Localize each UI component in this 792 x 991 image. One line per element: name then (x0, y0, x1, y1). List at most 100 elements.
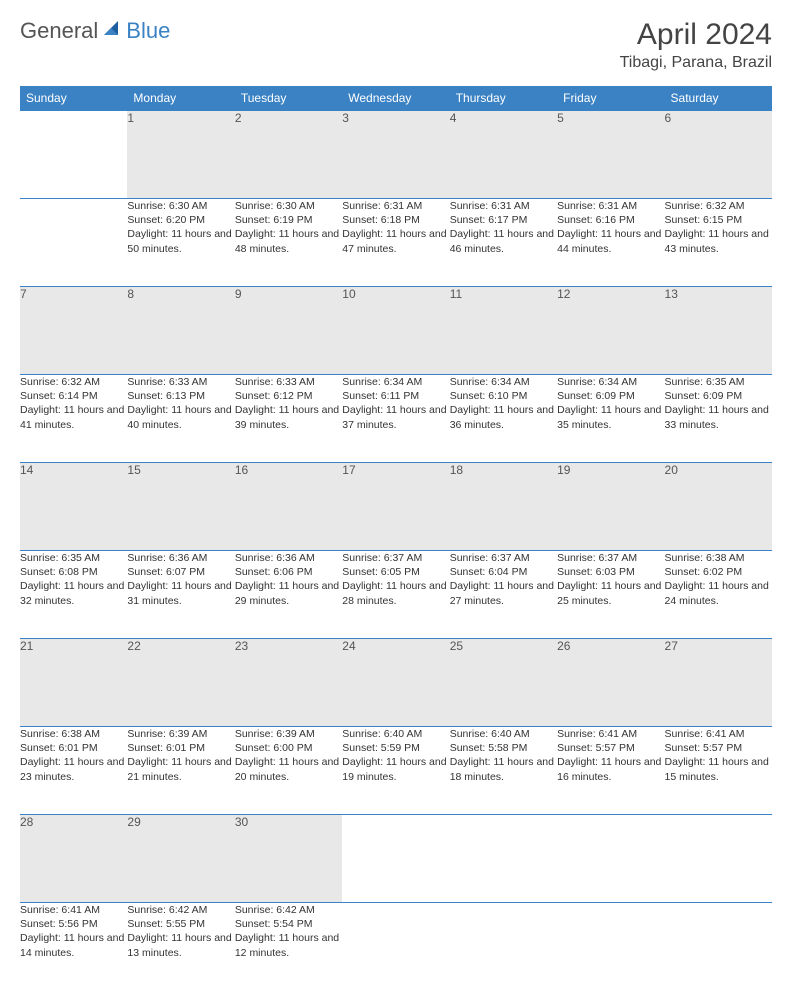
day-content-cell: Sunrise: 6:41 AMSunset: 5:56 PMDaylight:… (20, 903, 127, 991)
sunrise-line: Sunrise: 6:34 AM (557, 375, 664, 389)
sunset-line: Sunset: 6:07 PM (127, 565, 234, 579)
day-number-cell: 14 (20, 463, 127, 551)
day-content-cell: Sunrise: 6:39 AMSunset: 6:01 PMDaylight:… (127, 727, 234, 815)
day-content-cell: Sunrise: 6:30 AMSunset: 6:19 PMDaylight:… (235, 199, 342, 287)
day-content-cell: Sunrise: 6:36 AMSunset: 6:06 PMDaylight:… (235, 551, 342, 639)
sunset-line: Sunset: 5:55 PM (127, 917, 234, 931)
logo-sail-icon (102, 19, 122, 44)
sunrise-line: Sunrise: 6:36 AM (127, 551, 234, 565)
day-content-cell: Sunrise: 6:34 AMSunset: 6:09 PMDaylight:… (557, 375, 664, 463)
day-content-row: Sunrise: 6:30 AMSunset: 6:20 PMDaylight:… (20, 199, 772, 287)
sunrise-line: Sunrise: 6:42 AM (127, 903, 234, 917)
day-content-cell: Sunrise: 6:39 AMSunset: 6:00 PMDaylight:… (235, 727, 342, 815)
day-content-cell: Sunrise: 6:30 AMSunset: 6:20 PMDaylight:… (127, 199, 234, 287)
day-number-cell: 3 (342, 111, 449, 199)
sunrise-line: Sunrise: 6:36 AM (235, 551, 342, 565)
sunrise-line: Sunrise: 6:37 AM (557, 551, 664, 565)
sunrise-line: Sunrise: 6:32 AM (665, 199, 772, 213)
weekday-header: Sunday (20, 86, 127, 111)
day-number-cell: 11 (450, 287, 557, 375)
day-number-cell: 7 (20, 287, 127, 375)
weekday-header-row: SundayMondayTuesdayWednesdayThursdayFrid… (20, 86, 772, 111)
sunset-line: Sunset: 5:57 PM (665, 741, 772, 755)
weekday-header: Saturday (665, 86, 772, 111)
sunset-line: Sunset: 6:12 PM (235, 389, 342, 403)
day-content-cell: Sunrise: 6:34 AMSunset: 6:10 PMDaylight:… (450, 375, 557, 463)
day-content-cell: Sunrise: 6:40 AMSunset: 5:58 PMDaylight:… (450, 727, 557, 815)
day-number-cell: 4 (450, 111, 557, 199)
daylight-line: Daylight: 11 hours and 27 minutes. (450, 579, 557, 607)
day-number-row: 14151617181920 (20, 463, 772, 551)
sunset-line: Sunset: 6:08 PM (20, 565, 127, 579)
daylight-line: Daylight: 11 hours and 21 minutes. (127, 755, 234, 783)
day-content-row: Sunrise: 6:38 AMSunset: 6:01 PMDaylight:… (20, 727, 772, 815)
day-number-cell (450, 815, 557, 903)
header: General Blue April 2024 Tibagi, Parana, … (20, 18, 772, 72)
day-number-cell: 20 (665, 463, 772, 551)
sunrise-line: Sunrise: 6:30 AM (235, 199, 342, 213)
sunset-line: Sunset: 5:58 PM (450, 741, 557, 755)
sunset-line: Sunset: 5:54 PM (235, 917, 342, 931)
day-number-row: 21222324252627 (20, 639, 772, 727)
sunrise-line: Sunrise: 6:40 AM (450, 727, 557, 741)
sunrise-line: Sunrise: 6:39 AM (235, 727, 342, 741)
day-content-cell: Sunrise: 6:38 AMSunset: 6:02 PMDaylight:… (665, 551, 772, 639)
day-number-cell (665, 815, 772, 903)
day-number-cell: 18 (450, 463, 557, 551)
sunset-line: Sunset: 5:59 PM (342, 741, 449, 755)
day-content-cell: Sunrise: 6:35 AMSunset: 6:09 PMDaylight:… (665, 375, 772, 463)
day-content-cell: Sunrise: 6:37 AMSunset: 6:05 PMDaylight:… (342, 551, 449, 639)
day-number-cell: 16 (235, 463, 342, 551)
sunrise-line: Sunrise: 6:38 AM (20, 727, 127, 741)
sunrise-line: Sunrise: 6:34 AM (450, 375, 557, 389)
day-number-cell: 24 (342, 639, 449, 727)
day-number-row: 123456 (20, 111, 772, 199)
day-number-cell: 17 (342, 463, 449, 551)
weekday-header: Thursday (450, 86, 557, 111)
daylight-line: Daylight: 11 hours and 15 minutes. (665, 755, 772, 783)
day-content-row: Sunrise: 6:41 AMSunset: 5:56 PMDaylight:… (20, 903, 772, 991)
day-content-cell: Sunrise: 6:38 AMSunset: 6:01 PMDaylight:… (20, 727, 127, 815)
sunset-line: Sunset: 6:04 PM (450, 565, 557, 579)
daylight-line: Daylight: 11 hours and 24 minutes. (665, 579, 772, 607)
daylight-line: Daylight: 11 hours and 13 minutes. (127, 931, 234, 959)
daylight-line: Daylight: 11 hours and 28 minutes. (342, 579, 449, 607)
day-number-cell: 26 (557, 639, 664, 727)
day-number-cell: 23 (235, 639, 342, 727)
day-content-cell: Sunrise: 6:41 AMSunset: 5:57 PMDaylight:… (665, 727, 772, 815)
daylight-line: Daylight: 11 hours and 50 minutes. (127, 227, 234, 255)
day-content-cell: Sunrise: 6:33 AMSunset: 6:12 PMDaylight:… (235, 375, 342, 463)
day-number-cell: 25 (450, 639, 557, 727)
day-content-cell (557, 903, 664, 991)
day-content-cell: Sunrise: 6:42 AMSunset: 5:55 PMDaylight:… (127, 903, 234, 991)
calendar-table: SundayMondayTuesdayWednesdayThursdayFrid… (20, 86, 772, 991)
day-content-cell: Sunrise: 6:31 AMSunset: 6:17 PMDaylight:… (450, 199, 557, 287)
daylight-line: Daylight: 11 hours and 19 minutes. (342, 755, 449, 783)
daylight-line: Daylight: 11 hours and 25 minutes. (557, 579, 664, 607)
logo-text-blue: Blue (126, 18, 170, 44)
day-content-cell: Sunrise: 6:32 AMSunset: 6:14 PMDaylight:… (20, 375, 127, 463)
day-content-cell: Sunrise: 6:33 AMSunset: 6:13 PMDaylight:… (127, 375, 234, 463)
day-number-cell: 2 (235, 111, 342, 199)
sunrise-line: Sunrise: 6:31 AM (450, 199, 557, 213)
day-number-cell: 19 (557, 463, 664, 551)
sunset-line: Sunset: 6:13 PM (127, 389, 234, 403)
sunset-line: Sunset: 6:01 PM (20, 741, 127, 755)
daylight-line: Daylight: 11 hours and 43 minutes. (665, 227, 772, 255)
sunset-line: Sunset: 6:15 PM (665, 213, 772, 227)
sunset-line: Sunset: 6:17 PM (450, 213, 557, 227)
daylight-line: Daylight: 11 hours and 18 minutes. (450, 755, 557, 783)
daylight-line: Daylight: 11 hours and 46 minutes. (450, 227, 557, 255)
daylight-line: Daylight: 11 hours and 35 minutes. (557, 403, 664, 431)
sunrise-line: Sunrise: 6:38 AM (665, 551, 772, 565)
day-number-cell (342, 815, 449, 903)
day-number-cell: 27 (665, 639, 772, 727)
sunset-line: Sunset: 6:09 PM (665, 389, 772, 403)
daylight-line: Daylight: 11 hours and 16 minutes. (557, 755, 664, 783)
logo: General Blue (20, 18, 170, 44)
sunrise-line: Sunrise: 6:34 AM (342, 375, 449, 389)
daylight-line: Daylight: 11 hours and 39 minutes. (235, 403, 342, 431)
sunrise-line: Sunrise: 6:40 AM (342, 727, 449, 741)
day-content-cell (665, 903, 772, 991)
day-content-cell: Sunrise: 6:32 AMSunset: 6:15 PMDaylight:… (665, 199, 772, 287)
